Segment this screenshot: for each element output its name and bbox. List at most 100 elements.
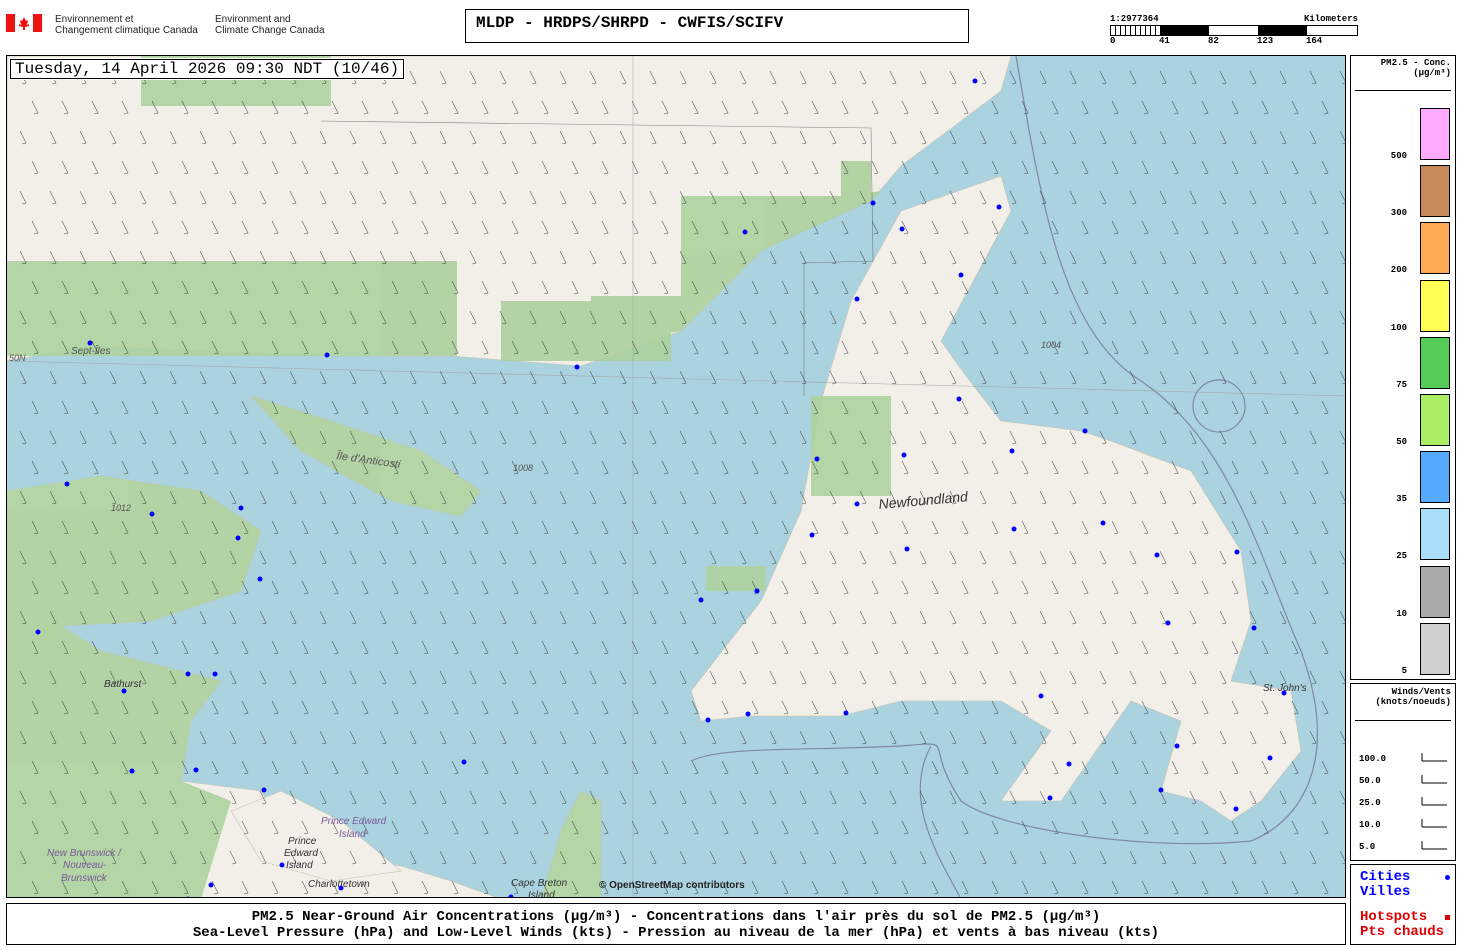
wind-barb bbox=[241, 340, 249, 355]
wind-barb bbox=[1039, 430, 1047, 445]
wind-barb bbox=[1039, 490, 1047, 505]
wind-barb bbox=[979, 850, 987, 865]
wind-barb bbox=[61, 400, 69, 415]
wind-barb bbox=[289, 370, 297, 385]
wind-barb bbox=[571, 760, 579, 775]
wind-barb bbox=[559, 490, 567, 505]
osm-attribution: © OpenStreetMap contributors bbox=[599, 880, 745, 891]
wind-barb bbox=[571, 880, 579, 895]
place-label-newfoundland: Newfoundland bbox=[878, 488, 970, 512]
wind-barb bbox=[271, 880, 279, 895]
wind-barb bbox=[751, 160, 759, 175]
wind-barb bbox=[331, 280, 339, 295]
wind-barb bbox=[769, 850, 777, 865]
wind-barb bbox=[61, 880, 69, 895]
wind-barb bbox=[751, 340, 759, 355]
wind-barb bbox=[481, 520, 489, 535]
wind-barb bbox=[79, 130, 87, 145]
wind-barb bbox=[499, 70, 507, 85]
wind-barb bbox=[811, 520, 819, 535]
wind-barb bbox=[811, 280, 819, 295]
place-label-new-brunswick: New Brunswick / bbox=[47, 848, 122, 859]
wind-barb bbox=[301, 160, 309, 175]
wind-barb bbox=[241, 460, 249, 475]
svg-text:Island: Island bbox=[528, 890, 555, 898]
wind-barb bbox=[739, 190, 747, 205]
wind-barb bbox=[469, 190, 477, 205]
city-marker bbox=[235, 535, 241, 541]
wind-barb bbox=[751, 820, 759, 835]
wind-barb bbox=[601, 100, 609, 115]
wind-barb bbox=[1051, 220, 1059, 235]
wind-barb bbox=[841, 460, 849, 475]
wind-barb bbox=[1129, 130, 1137, 145]
wind-barb bbox=[679, 850, 687, 865]
wind-barb bbox=[1069, 310, 1077, 325]
wind-barb bbox=[571, 160, 579, 175]
city-marker bbox=[904, 546, 910, 552]
wind-barb bbox=[439, 490, 447, 505]
wind-barb bbox=[751, 220, 759, 235]
city-marker bbox=[1038, 693, 1044, 699]
wind-barb bbox=[589, 850, 597, 865]
wind-barb bbox=[559, 430, 567, 445]
wind-barb bbox=[481, 880, 489, 895]
wind-barb bbox=[649, 310, 657, 325]
city-marker bbox=[64, 481, 70, 487]
wind-barb bbox=[1291, 760, 1299, 775]
wind-barb bbox=[289, 850, 297, 865]
wind-barb bbox=[211, 160, 219, 175]
wind-barb bbox=[349, 190, 357, 205]
wind-barb bbox=[529, 490, 537, 505]
wind-barb bbox=[301, 280, 309, 295]
wind-barb bbox=[421, 220, 429, 235]
wind-barb bbox=[499, 610, 507, 625]
wind-barb bbox=[331, 580, 339, 595]
wind-barb bbox=[361, 520, 369, 535]
wind-barb bbox=[859, 850, 867, 865]
wind-barb bbox=[1219, 70, 1227, 85]
wind-barb bbox=[709, 610, 717, 625]
wind-barb bbox=[19, 490, 27, 505]
wind-barb bbox=[1249, 490, 1257, 505]
wind-barb bbox=[751, 640, 759, 655]
wind-barb bbox=[1111, 880, 1119, 895]
wind-barb bbox=[889, 70, 897, 85]
wind-barb bbox=[1201, 700, 1209, 715]
wind-barb bbox=[421, 100, 429, 115]
wind-barb bbox=[601, 460, 609, 475]
wind-barb bbox=[691, 400, 699, 415]
wind-barb bbox=[1309, 490, 1317, 505]
wind-barb bbox=[559, 190, 567, 205]
place-label-charlottetown: Charlottetown bbox=[308, 879, 370, 890]
wind-barb bbox=[1129, 490, 1137, 505]
wind-barb bbox=[811, 760, 819, 775]
wind-barb bbox=[679, 190, 687, 205]
wind-barb bbox=[601, 520, 609, 535]
wind-barb bbox=[361, 700, 369, 715]
wind-barb bbox=[1321, 280, 1329, 295]
wind-barb bbox=[1069, 550, 1077, 565]
wind-barb bbox=[601, 340, 609, 355]
wind-barb bbox=[721, 520, 729, 535]
wind-barb bbox=[1009, 670, 1017, 685]
wind-barb bbox=[61, 160, 69, 175]
wind-barb bbox=[409, 490, 417, 505]
wind-barb bbox=[631, 880, 639, 895]
wind-barb bbox=[1231, 820, 1239, 835]
wind-barb bbox=[499, 370, 507, 385]
wind-barb bbox=[961, 820, 969, 835]
wind-barb bbox=[1081, 340, 1089, 355]
wind-barb bbox=[601, 880, 609, 895]
wind-barb bbox=[649, 190, 657, 205]
map-canvas[interactable]: 1004 1008 1012 50N Sept-Îles Île d'Antic… bbox=[6, 55, 1346, 898]
wind-barb bbox=[511, 760, 519, 775]
wind-barb bbox=[541, 280, 549, 295]
wind-barb bbox=[649, 250, 657, 265]
wind-barb bbox=[1291, 400, 1299, 415]
wind-barb bbox=[79, 190, 87, 205]
wind-barb bbox=[649, 790, 657, 805]
wind-barb bbox=[859, 310, 867, 325]
wind-barb bbox=[109, 310, 117, 325]
wind-barb bbox=[619, 430, 627, 445]
